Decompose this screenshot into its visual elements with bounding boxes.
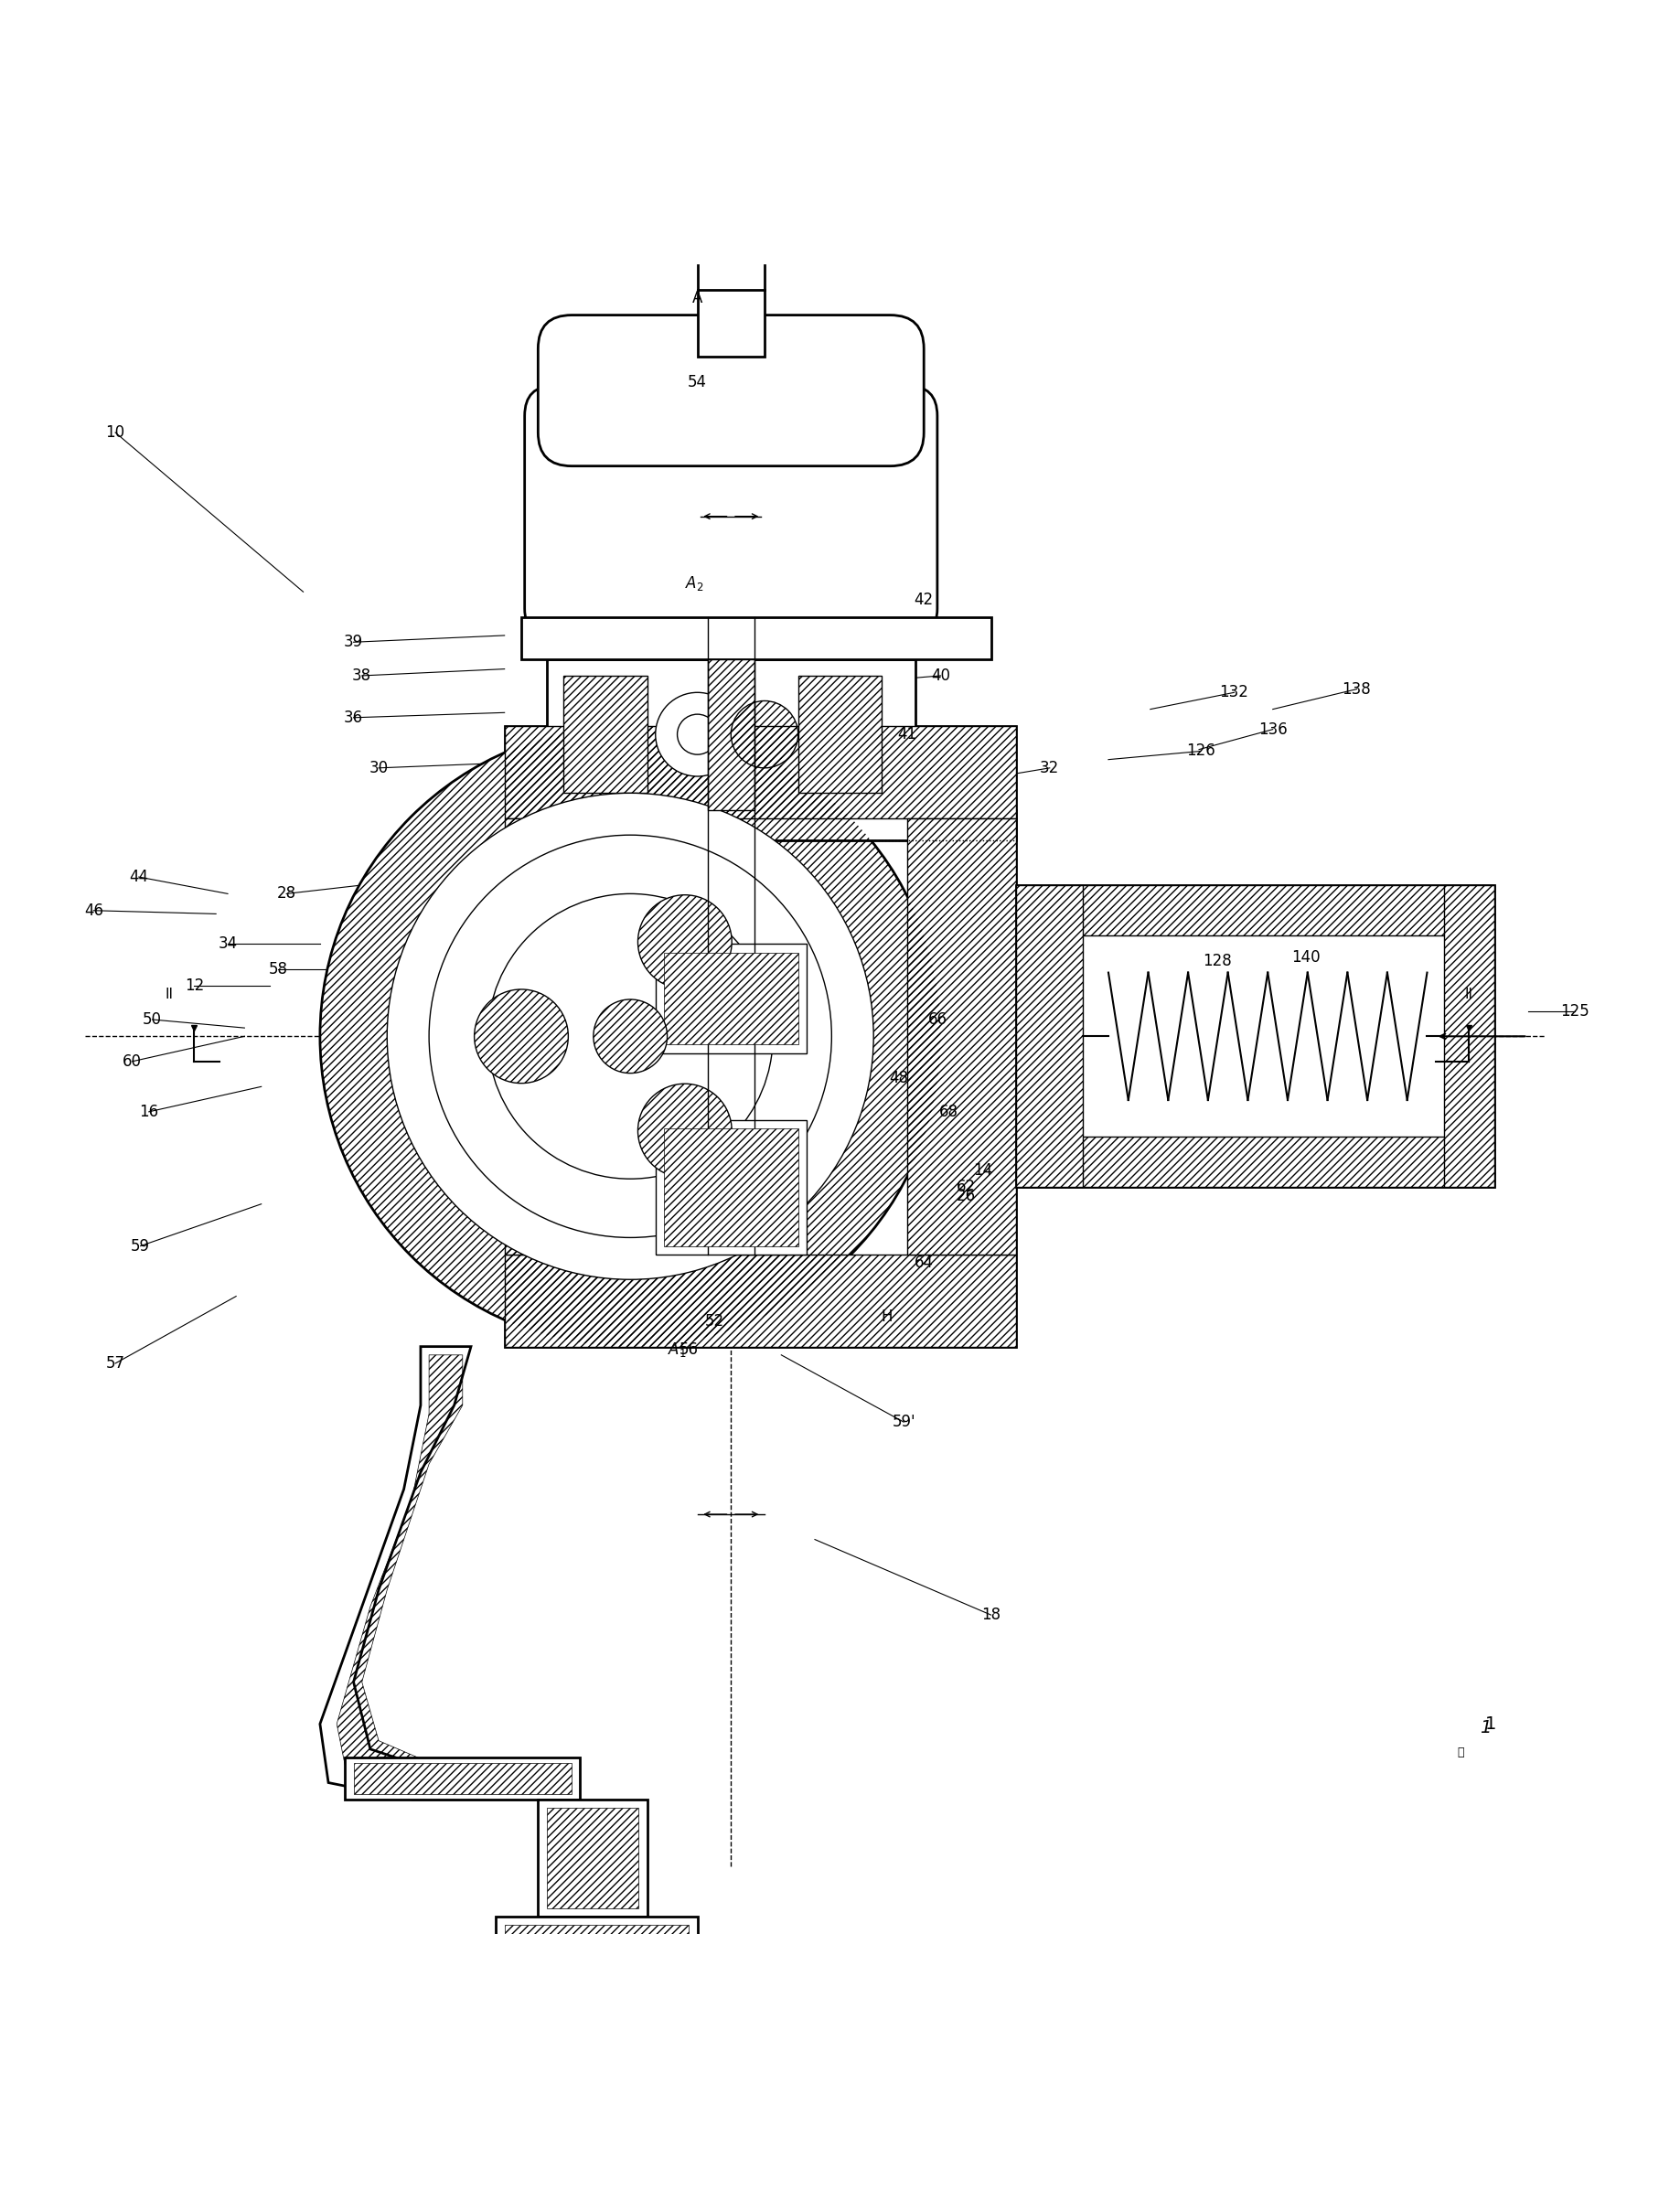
Text: 30: 30 <box>370 760 388 775</box>
Circle shape <box>638 1084 732 1178</box>
Text: 10: 10 <box>106 425 124 440</box>
Text: 125: 125 <box>1561 1003 1589 1018</box>
Circle shape <box>487 894 773 1178</box>
Text: 40: 40 <box>931 668 951 683</box>
Bar <box>798 677 882 793</box>
Text: 59: 59 <box>131 1237 150 1255</box>
Text: 126: 126 <box>1186 742 1215 760</box>
Bar <box>504 727 1016 819</box>
Bar <box>664 953 798 1045</box>
Text: 39: 39 <box>344 633 363 650</box>
FancyBboxPatch shape <box>524 385 937 639</box>
Text: 16: 16 <box>139 1104 158 1119</box>
Text: 41: 41 <box>897 727 917 742</box>
Text: $A_2$: $A_2$ <box>685 574 704 593</box>
Circle shape <box>386 793 874 1279</box>
Bar <box>664 1128 798 1246</box>
Text: II: II <box>165 988 173 1001</box>
Bar <box>1016 1137 1494 1187</box>
Text: II: II <box>1465 988 1473 1001</box>
Circle shape <box>655 692 739 775</box>
Bar <box>707 659 754 810</box>
Text: 56: 56 <box>679 1342 699 1358</box>
Bar <box>521 618 991 659</box>
Bar <box>546 659 916 810</box>
Text: 38: 38 <box>353 668 371 683</box>
Bar <box>496 1916 697 1975</box>
Circle shape <box>677 714 717 756</box>
Circle shape <box>428 834 832 1237</box>
Text: 128: 128 <box>1203 953 1231 968</box>
Text: A: A <box>692 289 702 307</box>
Circle shape <box>474 990 568 1084</box>
Bar <box>546 1807 638 1907</box>
Text: 18: 18 <box>981 1607 1001 1623</box>
Text: 57: 57 <box>106 1356 124 1371</box>
Text: 46: 46 <box>84 902 102 920</box>
Text: 34: 34 <box>218 935 237 953</box>
Text: 132: 132 <box>1220 683 1248 701</box>
Bar <box>344 1759 580 1800</box>
Text: 59': 59' <box>892 1415 916 1430</box>
Text: 68: 68 <box>939 1104 959 1119</box>
Bar <box>504 727 1016 1347</box>
Bar <box>496 1967 697 2043</box>
Text: 66: 66 <box>927 1012 948 1027</box>
Text: 64: 64 <box>914 1255 934 1270</box>
Polygon shape <box>319 1347 554 1800</box>
Text: 48: 48 <box>889 1071 909 1086</box>
Text: 140: 140 <box>1292 948 1320 966</box>
Text: 54: 54 <box>687 374 707 390</box>
Bar <box>538 1800 647 1916</box>
Bar <box>1016 885 1494 935</box>
Text: 42: 42 <box>914 591 934 609</box>
Text: 50: 50 <box>143 1012 161 1027</box>
Text: 12: 12 <box>185 977 203 994</box>
Text: 62: 62 <box>956 1178 976 1196</box>
Text: 14: 14 <box>973 1163 993 1178</box>
Text: 60: 60 <box>123 1053 141 1069</box>
Circle shape <box>638 896 732 990</box>
Text: 1: 1 <box>1480 1719 1492 1737</box>
Text: 52: 52 <box>704 1314 724 1329</box>
Bar <box>487 1958 706 2052</box>
Bar <box>655 1119 806 1255</box>
Text: 44: 44 <box>129 869 148 885</box>
Bar <box>697 289 764 357</box>
Text: H: H <box>882 1307 892 1325</box>
Text: 1: 1 <box>1485 1715 1497 1732</box>
Bar <box>907 819 1016 1255</box>
Bar <box>563 677 647 793</box>
Text: 32: 32 <box>1040 760 1060 775</box>
Text: 28: 28 <box>277 885 296 902</box>
Bar <box>504 1255 1016 1347</box>
Text: 図: 図 <box>1457 1748 1463 1759</box>
Text: 58: 58 <box>269 961 287 977</box>
Text: 36: 36 <box>344 710 363 725</box>
Text: 138: 138 <box>1342 681 1371 696</box>
Text: 26: 26 <box>956 1187 976 1205</box>
Circle shape <box>593 999 667 1073</box>
Bar <box>504 819 571 1255</box>
Bar <box>521 810 1016 841</box>
Text: 136: 136 <box>1258 721 1287 738</box>
Bar <box>1443 885 1494 1187</box>
Bar <box>1016 885 1494 1187</box>
Bar <box>504 1925 689 1967</box>
Circle shape <box>319 727 941 1347</box>
Text: $A_1$: $A_1$ <box>669 1340 687 1360</box>
FancyBboxPatch shape <box>538 315 924 466</box>
Bar <box>353 1763 571 1794</box>
Bar <box>1016 885 1084 1187</box>
Bar <box>655 944 806 1053</box>
